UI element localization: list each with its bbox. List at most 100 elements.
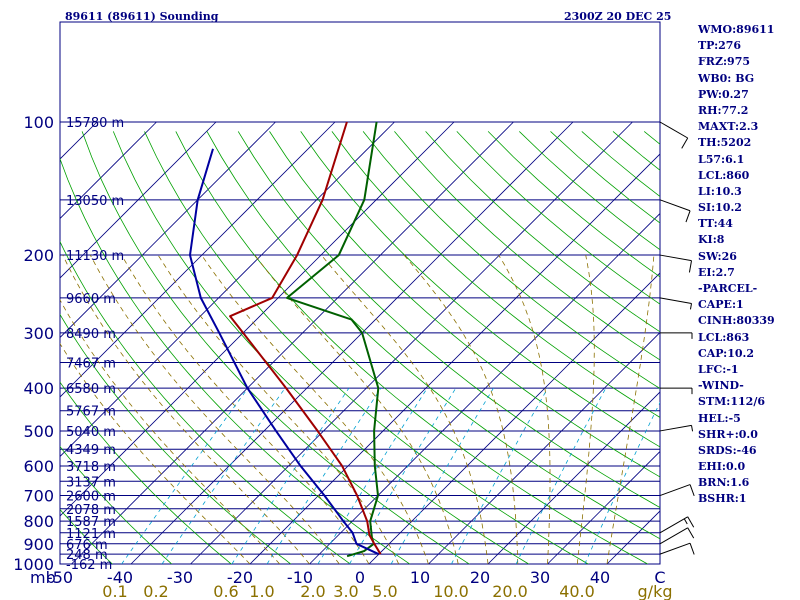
index-line: SHR+:0.0 [698,427,758,441]
mixing-ratio-label: 20.0 [492,582,528,600]
mixing-ratio-label: g/kg [638,582,673,600]
index-line: LCL:863 [698,330,750,344]
moist-adiabat [60,342,251,564]
mixing-ratio-line [584,401,660,564]
moist-adiabat [60,299,281,564]
wind-barb [659,424,694,432]
height-label: 7467 m [66,356,116,371]
mixing-ratio-label: 40.0 [559,582,595,600]
height-label: 2600 m [66,490,116,505]
mixing-ratio-label: 2.0 [300,582,325,600]
index-line: EHI:0.0 [698,460,746,474]
wind-barb [659,542,695,555]
height-label: 1587 m [66,515,116,530]
index-line: SW:26 [698,249,737,263]
wind-barb [659,484,695,497]
height-label: 3137 m [66,475,116,490]
temperature-tick-label: -10 [287,568,313,587]
dry-adiabat [81,131,470,564]
index-line: TP:276 [698,39,742,53]
wind-barb-staff [659,516,688,534]
height-label: 676 m [66,538,108,553]
wind-barb-flag [689,484,695,497]
index-line: -PARCEL- [698,282,758,295]
mixing-ratio-label: 0.1 [102,582,127,600]
dry-adiabat [60,157,411,564]
wind-barb-flag [683,518,688,525]
index-line: HEL:-5 [698,411,741,425]
index-line: KI:8 [698,233,725,247]
isotherm-line [547,450,660,564]
wind-barb [660,387,693,395]
wind-barb-staff [659,297,692,304]
pressure-unit-label: mb [30,568,56,587]
isotherm-line [60,121,276,339]
dry-adiabat [60,381,232,564]
indices-panel: WMO:89611 TP:276 FRZ:975 WB0: BG PW:0.27 RH:7… [698,22,798,508]
index-line: FRZ:975 [698,55,751,69]
mixing-ratio-line [121,387,249,564]
index-line: TH:5202 [698,136,752,150]
height-label: 4349 m [66,443,116,458]
moist-adiabat [254,254,459,564]
isotherm-line [309,212,660,564]
moist-adiabat [320,254,489,564]
wind-barb [659,199,691,223]
index-line: CAPE:1 [698,298,744,312]
wind-barb-flag [685,210,691,223]
parcel-trace [229,121,382,555]
height-label: 13050 m [66,194,124,209]
mixing-ratio-label: 1.0 [249,582,274,600]
mixing-ratio-label: 10.0 [433,582,469,600]
moist-adiabat [576,255,595,564]
wind-barb [659,121,689,149]
dry-adiabat [60,508,113,564]
dry-adiabat [300,131,660,448]
index-line: RH:77.2 [698,103,749,117]
moist-adiabat [606,255,655,564]
mixing-ratio-label: 0.6 [213,582,238,600]
moist-adiabat [498,254,551,564]
mixing-ratio-label: 3.0 [333,582,358,600]
wind-barb [660,332,693,339]
mixing-ratio-line [231,387,350,564]
pressure-label: 400 [23,379,54,398]
isotherm-line [60,121,157,220]
wind-barb [659,516,695,534]
height-label: 1121 m [66,527,116,542]
height-label: 5767 m [66,405,116,420]
wind-barb-staff [659,254,692,262]
wind-barb-staff [659,199,691,212]
height-label: 11130 m [66,249,124,264]
wind-barb [659,254,693,273]
pressure-label: 300 [23,324,54,343]
dry-adiabat [237,131,660,509]
pressure-label: 500 [23,422,54,441]
mixing-ratio-label: 5.0 [372,582,397,600]
isotherm-line [60,121,217,279]
index-line: SRDS:-46 [698,443,757,457]
moist-adiabat [403,254,519,564]
dry-adiabat [0,131,1,573]
pressure-label: 900 [23,535,54,554]
temperature-tick-label: 10 [410,568,430,587]
plot-frame [59,21,661,565]
dry-adiabat [60,240,351,564]
index-line: PW:0.27 [698,87,749,101]
height-label: 6580 m [66,382,116,397]
wind-barb-staff [659,542,691,555]
dry-adiabat [0,131,62,573]
index-line: BSHR:1 [698,492,747,506]
moist-adiabat [89,254,340,564]
temperature-tick-label: 0 [355,568,365,587]
wind-barb-staff [659,527,688,545]
mixing-ratio-label: 0.2 [143,582,168,600]
dry-adiabat [394,131,660,361]
dry-adiabat [269,131,660,478]
wind-barb-flag [688,260,693,273]
dry-adiabat [362,131,660,389]
wind-barb-flag [681,137,689,149]
mixing-ratio-line [451,387,549,564]
